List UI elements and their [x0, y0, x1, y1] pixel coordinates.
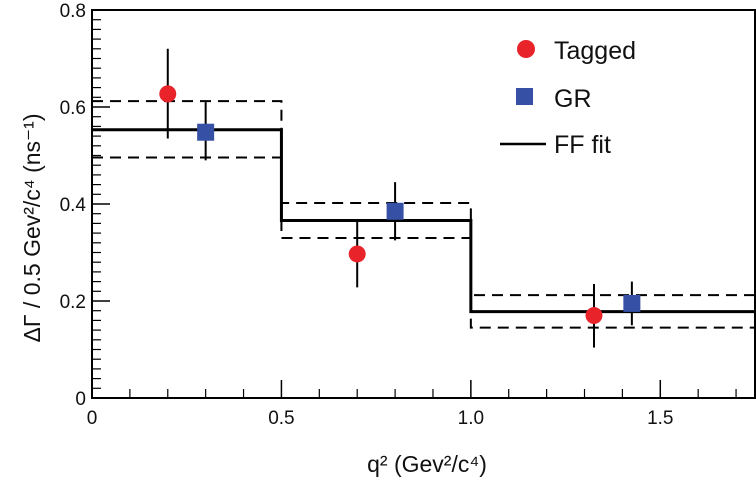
- ff-fit-layer: [92, 100, 755, 329]
- tagged-point: [348, 245, 366, 263]
- y-tick-label: 0.6: [60, 98, 86, 119]
- legend-label-gr: GR: [554, 85, 592, 113]
- gr-point: [197, 123, 215, 141]
- y-axis-title: ΔΓ / 0.5 Gev²/c⁴ (ns⁻¹): [19, 114, 45, 343]
- x-tick-label: 0.5: [268, 408, 294, 429]
- legend: Tagged GR FF fit: [500, 37, 636, 159]
- x-axis-title: q² (Gev²/c⁴): [367, 451, 487, 477]
- ff-fit-line: [92, 128, 755, 314]
- gr-point: [623, 294, 641, 312]
- x-tick-label: 0: [87, 408, 98, 429]
- legend-marker-tagged: [517, 40, 535, 58]
- y-tick-label: 0.2: [60, 292, 86, 313]
- y-tick-label: 0.4: [60, 195, 87, 216]
- x-axis: 0 0.5 1.0 1.5: [87, 380, 737, 429]
- y-axis: 0 0.2 0.4 0.6 0.8: [60, 1, 110, 410]
- legend-marker-gr: [516, 88, 533, 105]
- ff-fit-upper-band: [92, 100, 755, 297]
- tagged-point: [585, 307, 603, 325]
- legend-label-tagged: Tagged: [554, 37, 636, 65]
- legend-label-ff-fit: FF fit: [554, 131, 611, 159]
- tagged-point: [159, 85, 177, 103]
- y-tick-label: 0: [75, 389, 86, 410]
- x-tick-label: 1.5: [647, 408, 673, 429]
- gr-point: [386, 202, 404, 220]
- x-tick-label: 1.0: [458, 408, 484, 429]
- ff-fit-lower-band: [92, 156, 755, 329]
- points-layer: [159, 48, 641, 348]
- y-tick-label: 0.8: [60, 1, 86, 22]
